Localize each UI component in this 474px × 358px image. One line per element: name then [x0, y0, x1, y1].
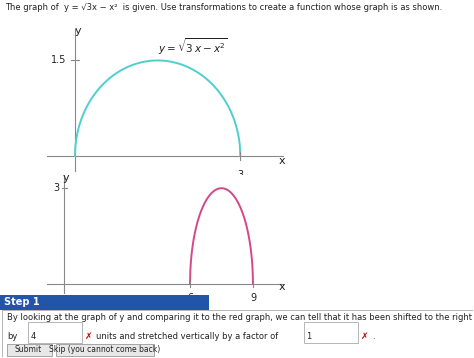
Text: Skip (you cannot come back): Skip (you cannot come back) [49, 345, 161, 354]
Text: y: y [63, 173, 69, 183]
Text: ✗: ✗ [85, 332, 92, 341]
Text: 4: 4 [31, 332, 36, 341]
Text: 3: 3 [54, 183, 60, 193]
FancyBboxPatch shape [304, 322, 358, 343]
Text: x: x [279, 282, 286, 292]
Text: ✗: ✗ [361, 332, 368, 341]
Text: 1: 1 [306, 332, 312, 341]
Text: units and stretched vertically by a factor of: units and stretched vertically by a fact… [96, 332, 278, 341]
Text: y: y [74, 26, 81, 36]
Text: 3: 3 [237, 170, 243, 180]
Text: 9: 9 [250, 293, 256, 303]
FancyBboxPatch shape [28, 322, 82, 343]
Text: .: . [372, 332, 374, 341]
FancyBboxPatch shape [7, 344, 52, 356]
Text: By looking at the graph of y and comparing it to the red graph, we can tell that: By looking at the graph of y and compari… [7, 313, 472, 322]
Text: Step 1: Step 1 [4, 297, 40, 308]
Text: x: x [278, 156, 285, 166]
Text: Submit: Submit [15, 345, 42, 354]
Text: 6: 6 [187, 293, 193, 303]
Text: by: by [7, 332, 18, 341]
Text: The graph of  y = √3x − x²  is given. Use transformations to create a function w: The graph of y = √3x − x² is given. Use … [5, 3, 442, 11]
Text: 1.5: 1.5 [51, 55, 67, 66]
FancyBboxPatch shape [55, 344, 155, 356]
Text: $y = \sqrt{3\,x - x^2}$: $y = \sqrt{3\,x - x^2}$ [158, 36, 228, 57]
